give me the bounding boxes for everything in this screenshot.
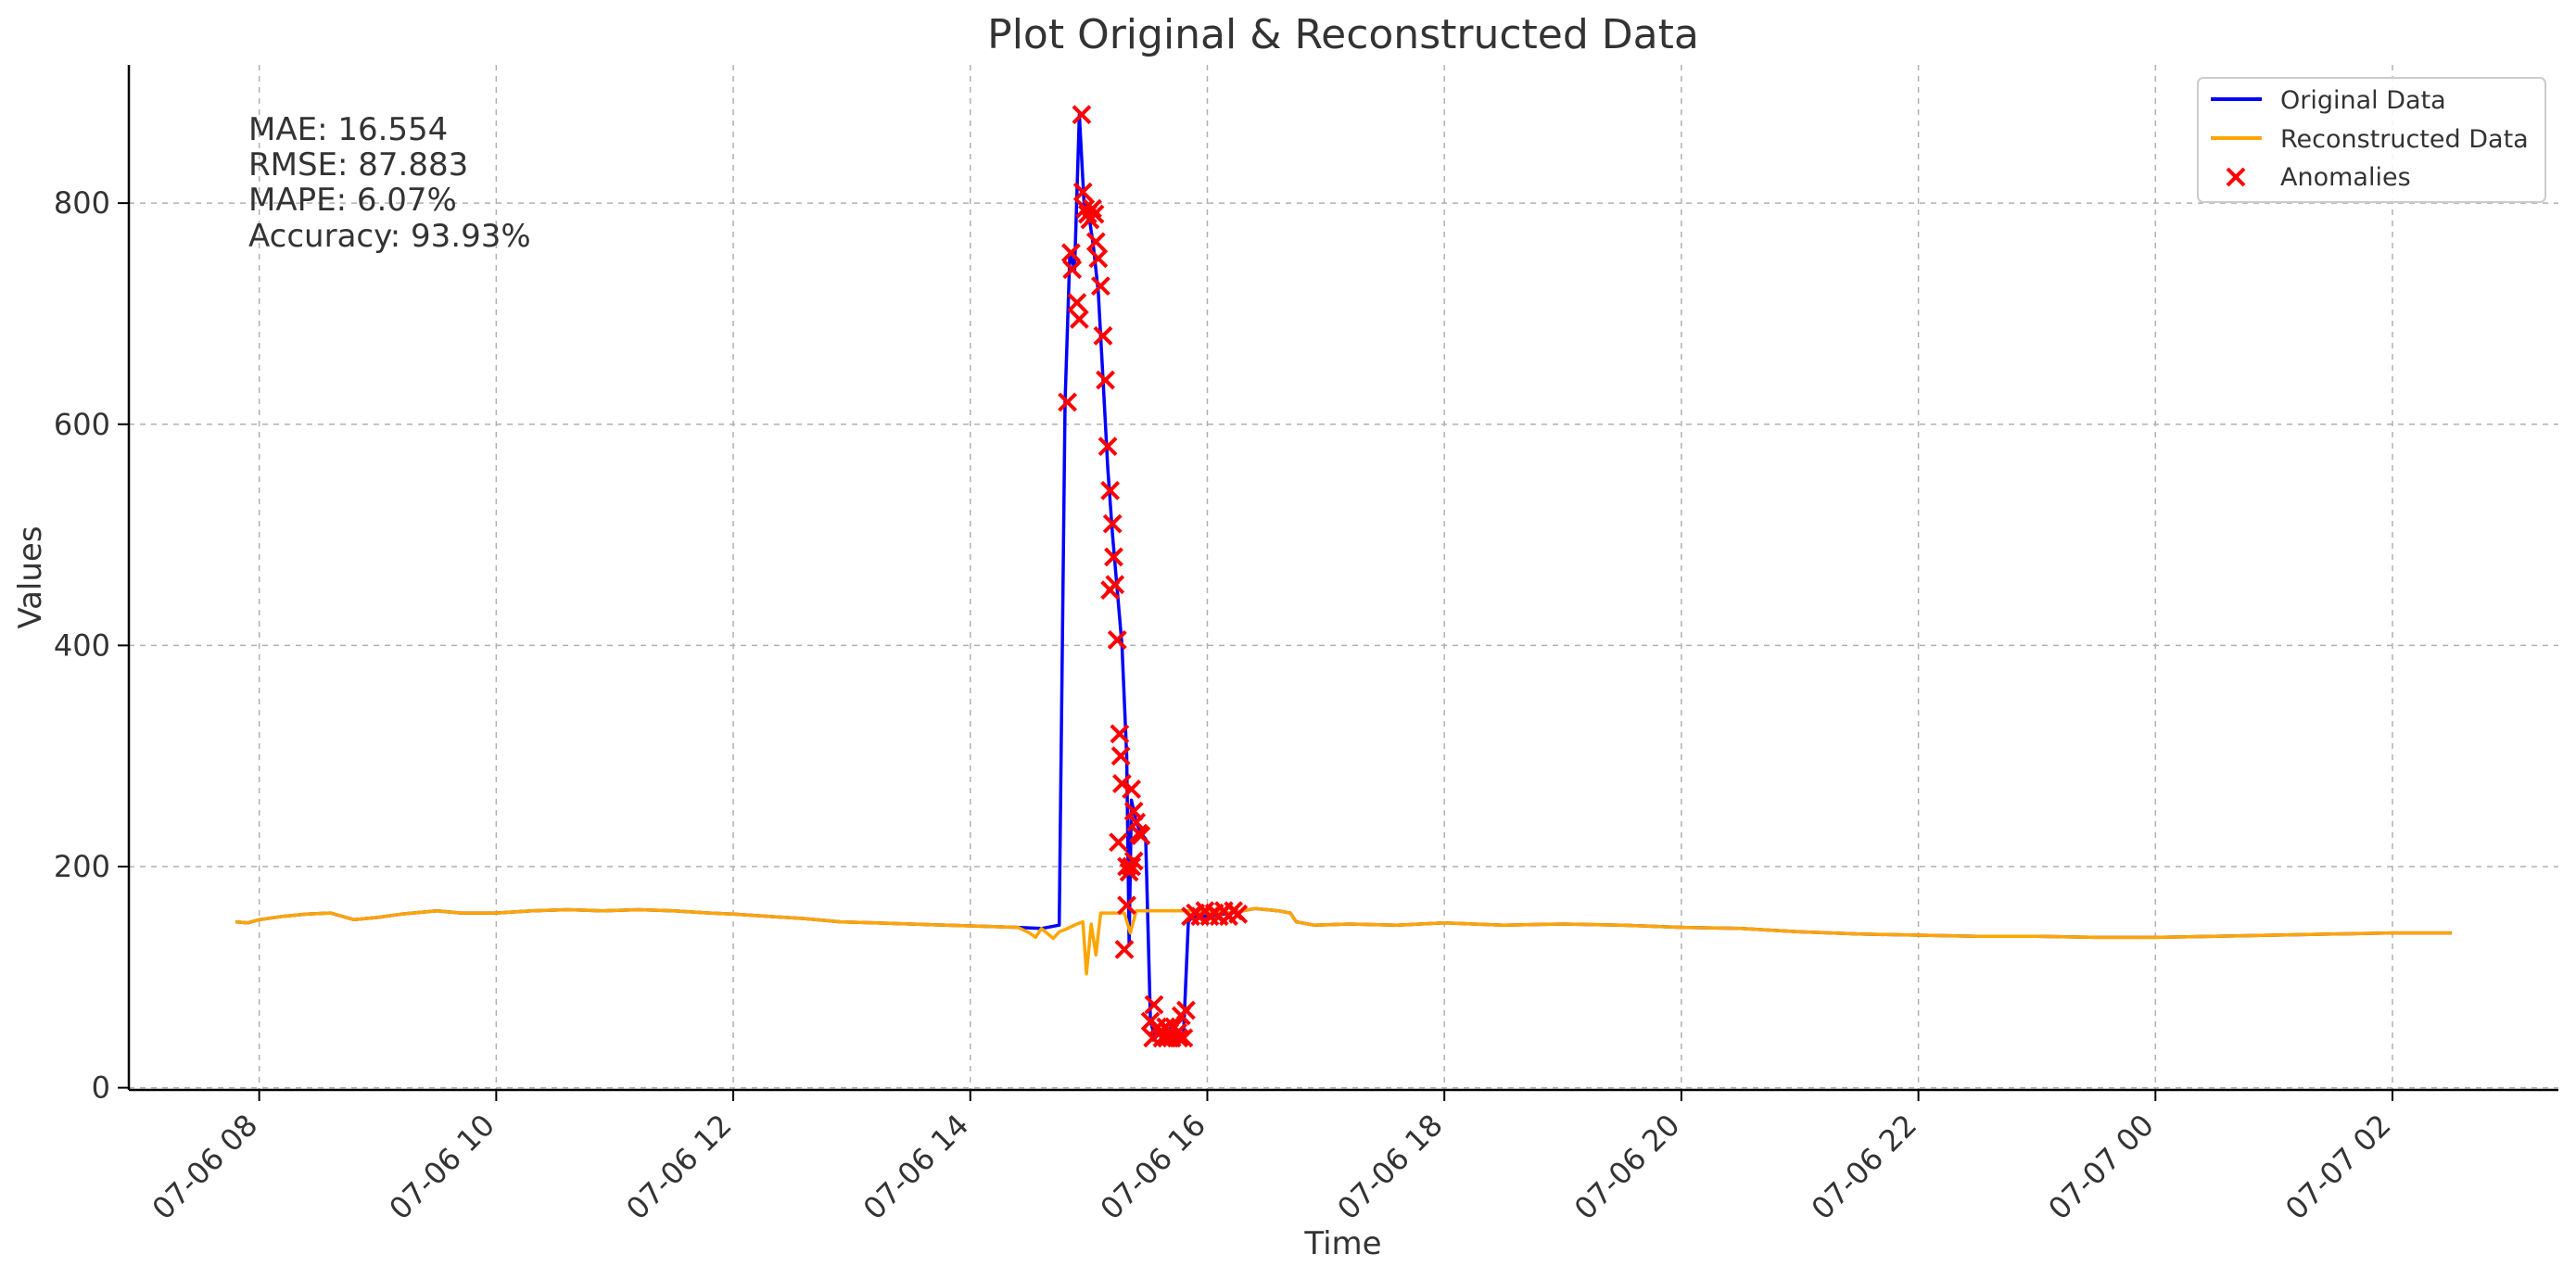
series-line-reconstructed [235,906,2452,976]
y-tick-label: 800 [54,185,110,221]
x-tick-label: 07-06 10 [382,1108,501,1227]
x-tick-label: 07-06 18 [1330,1108,1450,1227]
grid [129,65,2558,1090]
x-tick-label: 07-07 02 [2278,1108,2398,1227]
anomaly-marker [1062,260,1083,280]
y-tick-label: 200 [54,849,110,884]
anomaly-marker [1085,232,1106,252]
x-ticks: 07-06 08 07-06 10 07-06 12 07-06 14 07-06 16… [146,1090,2398,1226]
anomaly-marker [1107,629,1127,650]
anomaly-marker [1174,1028,1194,1048]
anomaly-marker [1110,724,1130,744]
anomaly-marker [1104,547,1123,567]
anomaly-marker [1096,370,1115,390]
anomaly-marker [1119,862,1139,882]
x-tick-label: 07-06 20 [1567,1108,1687,1227]
anomaly-marker [1088,248,1109,269]
anomaly-marker [1143,1028,1163,1048]
anomaly-marker [1100,480,1121,500]
metric-mape: MAPE: 6.07% [248,182,457,219]
y-ticks: 0 200 400 600 800 [54,185,129,1106]
metrics-box: MAE: 16.554 RMSE: 87.883 MAPE: 6.07% Acc… [248,111,531,255]
legend-frame [2197,77,2546,203]
legend: Original Data Reconstructed Data Anomali… [2197,77,2546,203]
y-tick-label: 600 [54,407,110,442]
anomaly-marker [1131,826,1151,846]
anomaly-marker [1122,856,1142,877]
anomaly-marker [1110,746,1131,766]
x-tick-label: 07-06 22 [1805,1108,1924,1227]
metric-accuracy: Accuracy: 93.93% [248,218,531,255]
anomaly-marker [1123,851,1144,871]
anomaly-marker [1098,437,1118,457]
legend-label-original: Original Data [2280,86,2446,115]
anomaly-marker [1114,940,1135,959]
anomaly-marker [1176,1000,1196,1020]
x-tick-label: 07-06 12 [619,1108,739,1227]
x-tick-label: 07-06 14 [857,1108,976,1227]
y-axis-label: Values [12,526,49,628]
anomaly-marker [1093,325,1113,346]
chart-title: Plot Original & Reconstructed Data [987,11,1699,58]
anomaly-marker [1122,779,1142,799]
anomaly-marker [1083,198,1102,219]
anomaly-marker [1058,392,1078,412]
metric-rmse: RMSE: 87.883 [248,146,468,184]
y-tick-label: 0 [92,1070,110,1106]
anomaly-marker [1072,182,1093,202]
anomaly-marker [1085,204,1105,224]
x-tick-label: 07-06 16 [1094,1108,1213,1227]
legend-swatch-anomalies [2226,167,2246,187]
legend-label-anomalies: Anomalies [2280,163,2411,192]
x-axis-label: Time [1303,1225,1381,1262]
anomaly-layer [1058,105,1249,1048]
legend-anomaly-marker [2226,167,2246,187]
anomaly-marker [1117,895,1136,916]
anomaly-marker [1169,1028,1189,1048]
series-layer [235,112,2452,1040]
anomaly-marker [1109,832,1128,853]
x-tick-label: 07-07 00 [2041,1108,2161,1227]
anomaly-marker [1072,105,1092,125]
anomaly-marker [1144,994,1164,1015]
series-line-original [235,112,2452,1040]
anomaly-marker [1102,513,1123,534]
anomaly-marker [1069,309,1089,329]
metric-mae: MAE: 16.554 [248,111,448,148]
anomaly-marker [1067,293,1087,312]
legend-label-reconstructed: Reconstructed Data [2280,125,2529,154]
anomaly-marker [1090,276,1110,297]
anomaly-marker [1111,774,1132,793]
anomaly-marker [1228,904,1249,924]
anomaly-marker [1061,243,1081,263]
anomaly-marker [1075,198,1096,219]
y-tick-label: 400 [54,627,110,663]
x-tick-label: 07-06 08 [146,1108,265,1227]
anomaly-marker [1100,580,1121,601]
